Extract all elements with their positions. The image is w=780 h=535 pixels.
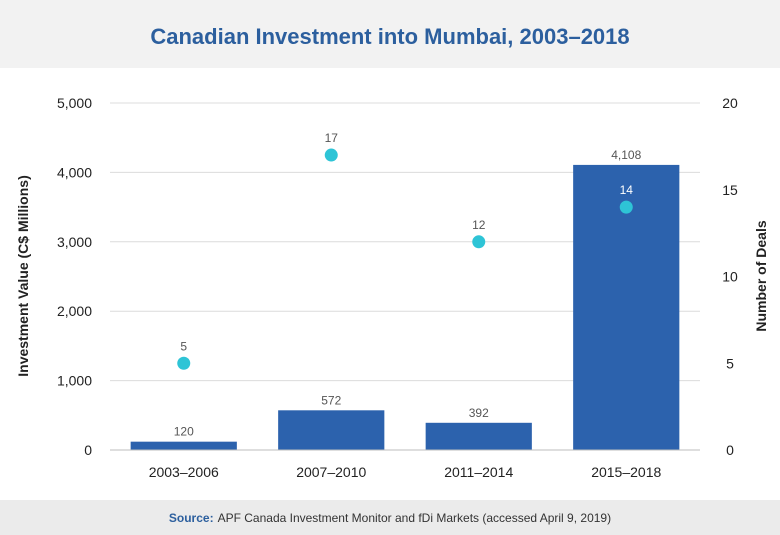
y-tick-label: 0 — [84, 442, 92, 458]
x-tick-label: 2003–2006 — [149, 464, 219, 480]
x-tick-label: 2007–2010 — [296, 464, 366, 480]
source-text: APF Canada Investment Monitor and fDi Ma… — [217, 510, 612, 525]
source-label: Source: — [168, 510, 214, 525]
chart: 0 1,000 2,000 3,000 4,000 5,000 0 5 10 15 20 120 572… — [15, 95, 769, 480]
deal-value-label: 5 — [180, 339, 187, 353]
bar — [425, 422, 532, 450]
y2-tick-label: 0 — [726, 442, 734, 458]
deal-point — [177, 356, 191, 370]
y2-tick-label: 10 — [722, 269, 738, 285]
deal-value-label: 17 — [325, 131, 339, 145]
y2-tick-label: 20 — [722, 95, 738, 111]
bar-value-label: 4,108 — [611, 148, 641, 162]
title-band: Canadian Investment into Mumbai, 2003–20… — [0, 0, 780, 68]
deal-point — [619, 200, 633, 214]
deal-value-label: 14 — [620, 183, 634, 197]
x-tick-label: 2011–2014 — [444, 464, 513, 480]
bar-value-label: 120 — [174, 425, 194, 439]
deal-point — [324, 148, 338, 162]
source-footer: Source: APF Canada Investment Monitor an… — [0, 500, 780, 535]
y2-axis-title: Number of Deals — [753, 220, 769, 331]
bar — [130, 441, 237, 450]
chart-title: Canadian Investment into Mumbai, 2003–20… — [150, 24, 630, 49]
y-tick-label: 2,000 — [57, 303, 92, 319]
y-tick-label: 3,000 — [57, 234, 92, 250]
deal-point — [472, 235, 486, 249]
y-tick-label: 5,000 — [57, 95, 92, 111]
y2-tick-label: 15 — [722, 182, 738, 198]
bar-value-label: 572 — [321, 393, 341, 407]
y2-tick-label: 5 — [726, 355, 734, 371]
y-tick-label: 4,000 — [57, 164, 92, 180]
y-axis-title: Investment Value (C$ Millions) — [15, 175, 31, 377]
bar — [278, 410, 385, 450]
deal-value-label: 12 — [472, 218, 486, 232]
y-tick-label: 1,000 — [57, 373, 92, 389]
x-tick-label: 2015–2018 — [591, 464, 661, 480]
bar-value-label: 392 — [469, 406, 489, 420]
